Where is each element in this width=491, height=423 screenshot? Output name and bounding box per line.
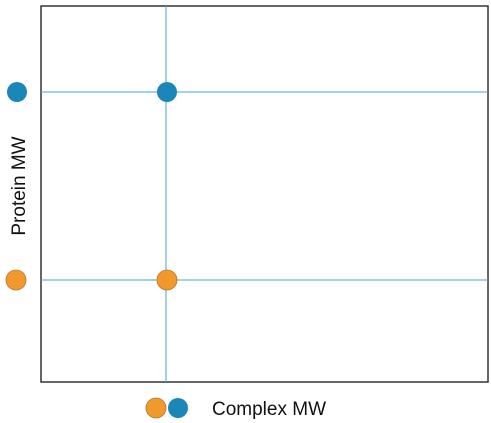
plotted-blue-dot xyxy=(157,82,177,102)
x-axis-blue-dot xyxy=(168,398,188,418)
y-axis-orange-dot xyxy=(5,269,27,291)
plot-frame xyxy=(40,5,489,383)
y-axis-blue-dot xyxy=(7,82,27,102)
x-axis-label: Complex MW xyxy=(212,399,326,420)
x-axis-orange-dot xyxy=(145,397,167,419)
plotted-orange-dot xyxy=(156,269,178,291)
y-axis-label: Protein MW xyxy=(9,136,30,235)
